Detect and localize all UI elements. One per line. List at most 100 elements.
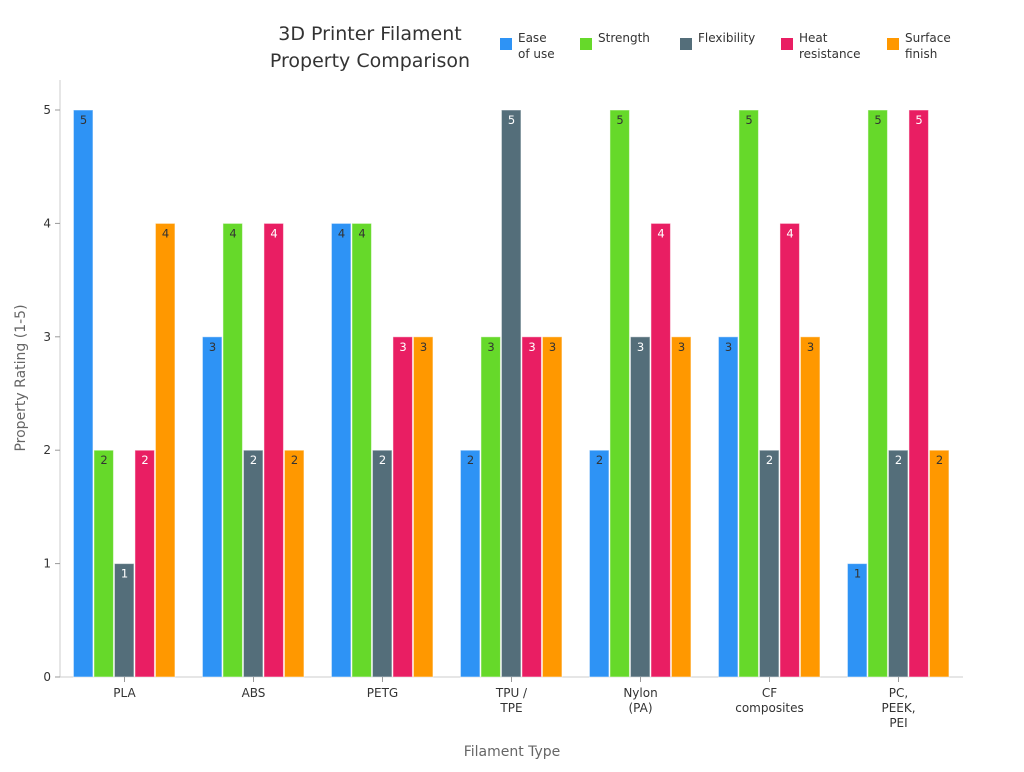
legend-swatch <box>680 38 692 50</box>
bar <box>351 222 372 678</box>
bar <box>392 336 413 678</box>
data-label: 3 <box>549 340 556 354</box>
bar <box>93 449 114 678</box>
x-tick-label: TPU / <box>495 686 528 700</box>
x-tick-label: Nylon <box>623 686 657 700</box>
bar <box>908 109 929 678</box>
data-label: 5 <box>874 113 881 127</box>
bar <box>928 449 950 678</box>
x-tick-label: PETG <box>367 686 398 700</box>
legend-label: finish <box>905 47 937 61</box>
data-label: 5 <box>745 113 752 127</box>
y-tick-label: 2 <box>43 443 51 457</box>
data-label: 2 <box>100 453 107 467</box>
legend-label: Ease <box>518 31 547 45</box>
legend-swatch <box>500 38 512 50</box>
data-label: 5 <box>508 113 515 127</box>
data-label: 4 <box>162 226 169 240</box>
bar <box>134 449 155 678</box>
data-label: 3 <box>487 340 494 354</box>
y-tick-label: 0 <box>43 670 51 684</box>
bar <box>717 336 739 678</box>
x-tick-label: PC, <box>889 686 908 700</box>
data-label: 2 <box>766 453 773 467</box>
data-label: 4 <box>786 226 793 240</box>
bar <box>629 336 651 678</box>
legend-swatch <box>781 38 793 50</box>
y-tick-label: 1 <box>43 557 51 571</box>
data-label: 2 <box>467 453 474 467</box>
legend-swatch <box>580 38 592 50</box>
bar <box>330 222 352 678</box>
bar <box>738 109 759 678</box>
bar <box>371 449 393 678</box>
bar <box>72 109 94 678</box>
legend-label: resistance <box>799 47 861 61</box>
y-tick-label: 3 <box>43 330 51 344</box>
data-label: 4 <box>338 226 345 240</box>
bar <box>222 222 243 678</box>
bar <box>459 449 481 678</box>
bar <box>500 109 522 678</box>
data-label: 3 <box>637 340 644 354</box>
bar <box>588 449 610 678</box>
data-label: 2 <box>596 453 603 467</box>
bar <box>846 563 868 678</box>
bar <box>283 449 305 678</box>
legend-label: Surface <box>905 31 951 45</box>
chart-title: Property Comparison <box>270 50 470 72</box>
data-label: 2 <box>895 453 902 467</box>
bar <box>867 109 888 678</box>
data-label: 2 <box>379 453 386 467</box>
x-tick-label: TPE <box>499 701 522 715</box>
data-label: 4 <box>657 226 664 240</box>
bar <box>412 336 434 678</box>
bar <box>779 222 800 678</box>
data-label: 1 <box>854 567 861 581</box>
data-label: 5 <box>616 113 623 127</box>
bar <box>650 222 671 678</box>
bar <box>154 222 176 678</box>
x-tick-label: (PA) <box>628 701 652 715</box>
data-label: 2 <box>141 453 148 467</box>
bar <box>521 336 542 678</box>
data-label: 2 <box>250 453 257 467</box>
legend-label: Heat <box>799 31 828 45</box>
y-axis-title: Property Rating (1-5) <box>13 304 29 451</box>
bar <box>242 449 264 678</box>
x-tick-label: PEI <box>889 716 907 730</box>
data-label: 3 <box>725 340 732 354</box>
data-label: 2 <box>291 453 298 467</box>
bar <box>113 563 135 678</box>
legend-label: of use <box>518 47 555 61</box>
data-label: 3 <box>528 340 535 354</box>
bar <box>201 336 223 678</box>
data-label: 1 <box>121 567 128 581</box>
data-label: 3 <box>420 340 427 354</box>
data-label: 3 <box>807 340 814 354</box>
data-label: 3 <box>399 340 406 354</box>
x-tick-label: PLA <box>113 686 136 700</box>
data-label: 2 <box>936 453 943 467</box>
bar <box>887 449 909 678</box>
x-tick-label: ABS <box>242 686 266 700</box>
x-tick-label: composites <box>735 701 804 715</box>
y-tick-label: 4 <box>43 216 51 230</box>
chart-title: 3D Printer Filament <box>278 23 461 45</box>
y-tick-label: 5 <box>43 103 51 117</box>
bar <box>670 336 692 678</box>
bar <box>799 336 821 678</box>
bar <box>480 336 501 678</box>
data-label: 5 <box>915 113 922 127</box>
x-tick-label: CF <box>762 686 777 700</box>
data-label: 3 <box>209 340 216 354</box>
data-label: 4 <box>270 226 277 240</box>
data-label: 3 <box>678 340 685 354</box>
data-label: 4 <box>358 226 365 240</box>
x-axis-title: Filament Type <box>464 744 561 760</box>
data-label: 4 <box>229 226 236 240</box>
bar <box>263 222 284 678</box>
legend-label: Strength <box>598 31 650 45</box>
bar <box>609 109 630 678</box>
